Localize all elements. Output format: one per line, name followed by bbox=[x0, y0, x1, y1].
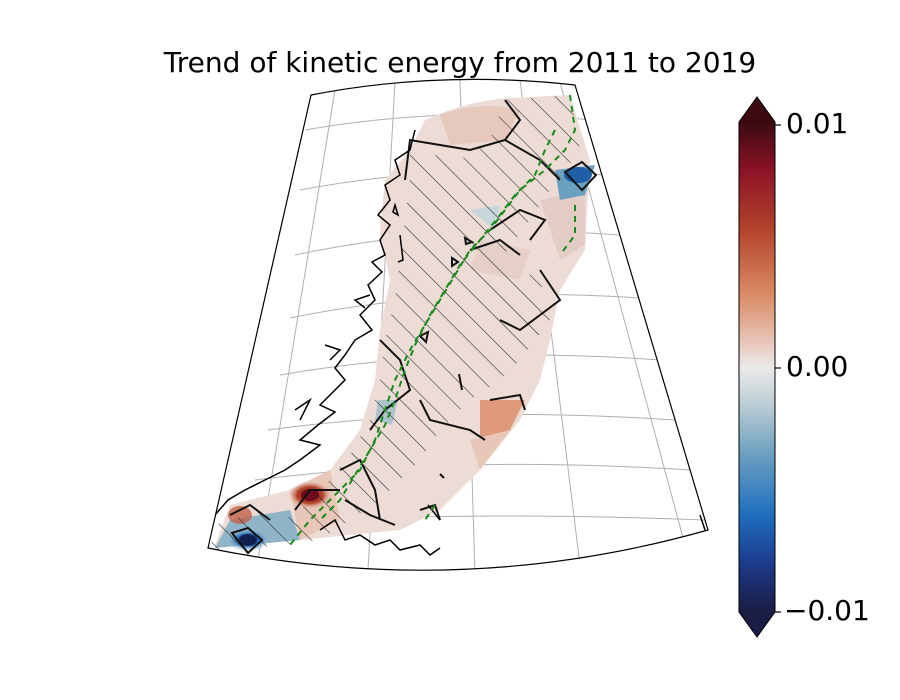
colorbar bbox=[738, 96, 781, 638]
colorbar-min-arrow bbox=[739, 612, 775, 637]
dashed-boundary bbox=[289, 94, 577, 546]
colorbar-tick-max: 0.01 bbox=[786, 107, 849, 140]
map-title: Trend of kinetic energy from 2011 to 201… bbox=[163, 46, 757, 79]
map-domain bbox=[210, 79, 706, 571]
colorbar-gradient bbox=[739, 122, 775, 612]
colorbar-tick-min: −0.01 bbox=[784, 594, 870, 627]
significance-hatching bbox=[290, 95, 580, 545]
contour-lines bbox=[229, 99, 598, 555]
colorbar-tick-mid: 0.00 bbox=[786, 350, 849, 383]
coastline bbox=[214, 129, 706, 556]
map-frame bbox=[207, 78, 709, 571]
colorbar-max-arrow bbox=[739, 97, 775, 122]
